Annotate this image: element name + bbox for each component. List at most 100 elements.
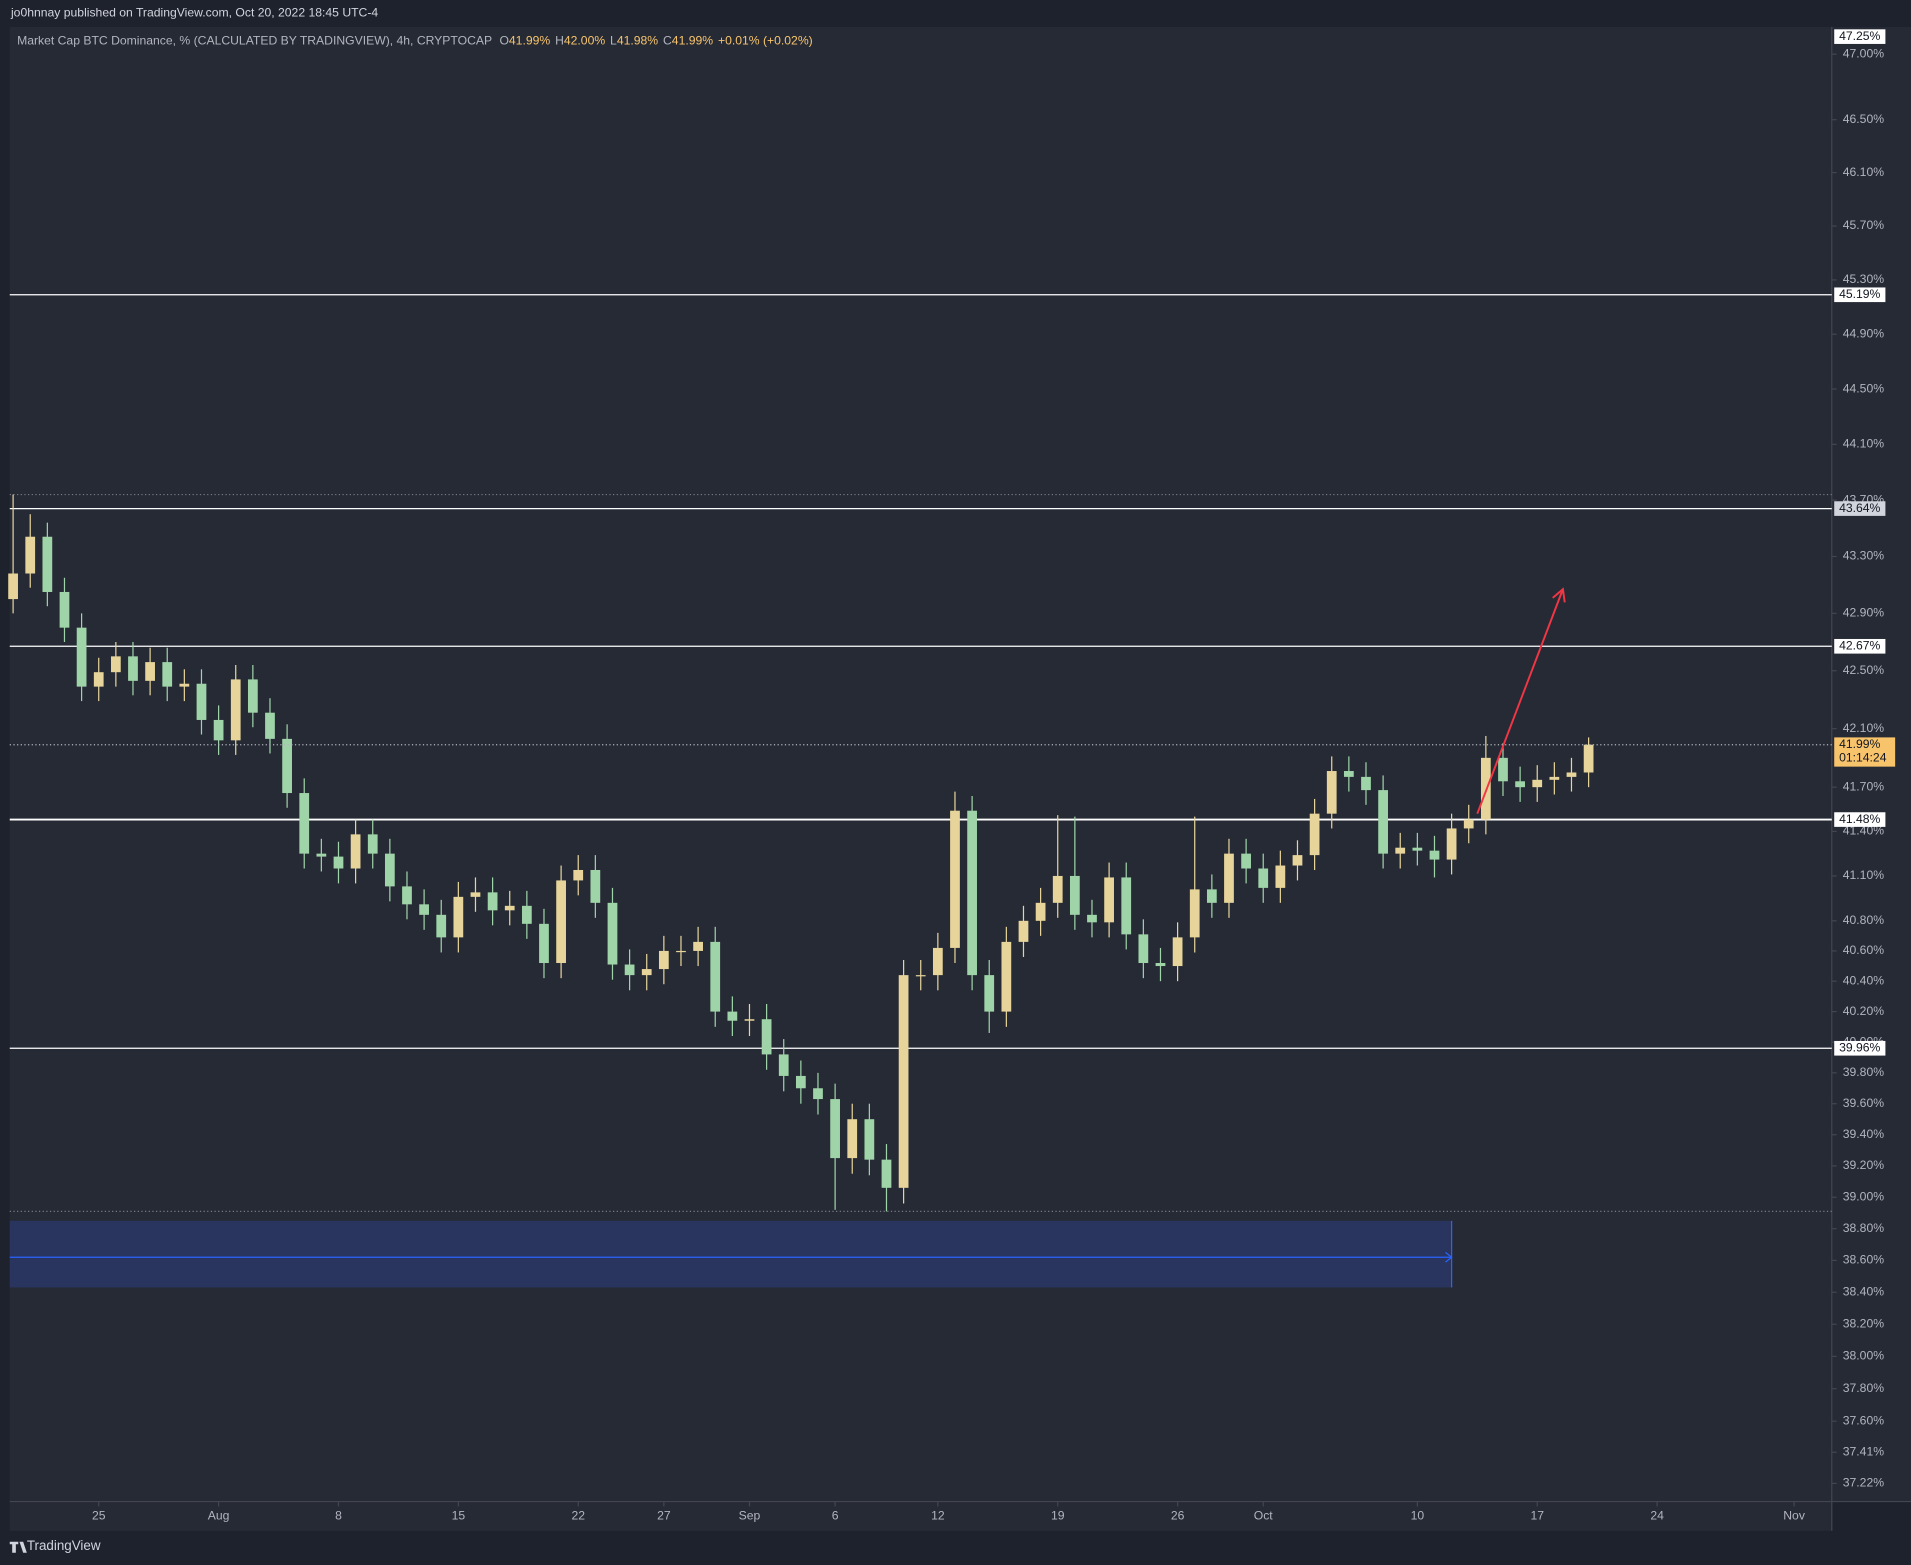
candle-body (1446, 828, 1457, 860)
candle-body (1172, 937, 1183, 967)
y-tick-label: 42.10% (1843, 721, 1884, 735)
x-tick-label: Nov (1783, 1508, 1806, 1522)
candle-body (282, 738, 292, 794)
y-tick-label: 40.60% (1843, 943, 1884, 957)
y-tick-label: 42.50% (1843, 663, 1884, 677)
candle-body (590, 869, 601, 903)
candle-body (299, 793, 310, 854)
header: jo0hnnay published on TradingView.com, O… (10, 6, 378, 20)
candle-body (693, 941, 703, 951)
x-tick-label: Oct (1254, 1508, 1274, 1522)
y-tick-label: 38.80% (1843, 1221, 1884, 1235)
x-tick-label: 15 (452, 1508, 466, 1522)
candle-body (1515, 781, 1525, 788)
candle-body (847, 1119, 858, 1159)
x-tick-label: 19 (1051, 1508, 1065, 1522)
candle-body (1566, 772, 1577, 777)
candle-body (744, 1019, 755, 1021)
candle-body (402, 886, 412, 905)
candle-body (1343, 771, 1354, 777)
level-label: 42.67% (1839, 639, 1880, 653)
x-tick-label: 17 (1530, 1508, 1544, 1522)
candle-body (1532, 779, 1543, 788)
candle-body (881, 1159, 892, 1188)
legend-value: 42.00% (564, 34, 605, 48)
y-tick-label: 46.50% (1843, 112, 1884, 126)
candle-body (727, 1011, 738, 1021)
candle-body (1224, 853, 1234, 903)
candle-body (641, 969, 652, 976)
candle-body (25, 536, 36, 574)
y-tick-label: 38.20% (1843, 1316, 1884, 1330)
candle-body (1189, 889, 1200, 938)
y-tick-label: 37.60% (1843, 1413, 1884, 1427)
y-tick-label: 37.80% (1843, 1381, 1884, 1395)
candle-body (1155, 963, 1166, 967)
candle-body (658, 950, 669, 970)
candle-body (1018, 920, 1029, 942)
x-tick-label: Sep (739, 1508, 761, 1522)
candle-body (162, 662, 173, 687)
candle-body (898, 975, 909, 1188)
candle-body (1549, 776, 1560, 780)
level-label-box (1834, 812, 1886, 827)
candle-body (1326, 771, 1337, 814)
legend-title: Market Cap BTC Dominance, % (CALCULATED … (17, 34, 492, 48)
candle-body (624, 964, 635, 976)
candle-body (384, 853, 395, 887)
top-marker-box (1834, 29, 1886, 44)
x-tick-label: 24 (1650, 1508, 1664, 1522)
legend: Market Cap BTC Dominance, % (CALCULATED … (17, 34, 813, 48)
candle-body (179, 683, 190, 687)
level-label: 39.96% (1839, 1040, 1880, 1054)
legend-key: H (555, 34, 564, 48)
y-tick-label: 40.80% (1843, 913, 1884, 927)
candle-body (539, 923, 549, 964)
y-tick-label: 38.60% (1843, 1253, 1884, 1267)
candle-body (470, 892, 481, 897)
candle-body (247, 679, 258, 713)
legend-key: L (610, 34, 617, 48)
candle-body (521, 905, 532, 924)
candle-body (213, 719, 224, 741)
candle-body (436, 914, 447, 938)
legend-value: 41.99% (672, 34, 713, 48)
y-tick-label: 41.10% (1843, 868, 1884, 882)
level-label: 41.48% (1839, 812, 1880, 826)
candle-body (1001, 941, 1012, 1012)
y-tick-label: 43.30% (1843, 549, 1884, 563)
x-tick-label: 27 (657, 1508, 671, 1522)
candle-body (350, 834, 361, 869)
candle-body (145, 662, 155, 681)
candle-body (830, 1099, 840, 1159)
candle-body (1429, 850, 1440, 860)
legend-change: +0.01% (+0.02%) (718, 34, 813, 48)
candle-body (1275, 865, 1286, 888)
zone (9, 1220, 1452, 1288)
legend-key: C (663, 34, 672, 48)
candle-body (1121, 877, 1132, 935)
candle-body (1206, 889, 1217, 903)
candle-body (93, 672, 104, 687)
y-tick-label: 39.00% (1843, 1189, 1884, 1203)
arrow-line (1476, 588, 1564, 815)
candle-body (1069, 875, 1080, 915)
candle-body (556, 880, 566, 964)
legend-value: 41.99% (509, 34, 550, 48)
candle-body (76, 627, 87, 687)
candle-body (316, 853, 327, 857)
level-label-box (1834, 501, 1886, 516)
candle-body (1583, 744, 1594, 773)
level-label-box (1834, 1040, 1886, 1056)
candle-body (42, 536, 53, 592)
candle-body (1378, 790, 1388, 854)
y-tick-label: 44.90% (1843, 326, 1884, 340)
x-tick-label: 6 (832, 1508, 839, 1522)
candle-body (950, 810, 960, 948)
legend-key: O (499, 34, 508, 48)
candle-body (453, 896, 464, 938)
candle-body (932, 947, 943, 976)
y-tick-label: 40.40% (1843, 973, 1884, 987)
